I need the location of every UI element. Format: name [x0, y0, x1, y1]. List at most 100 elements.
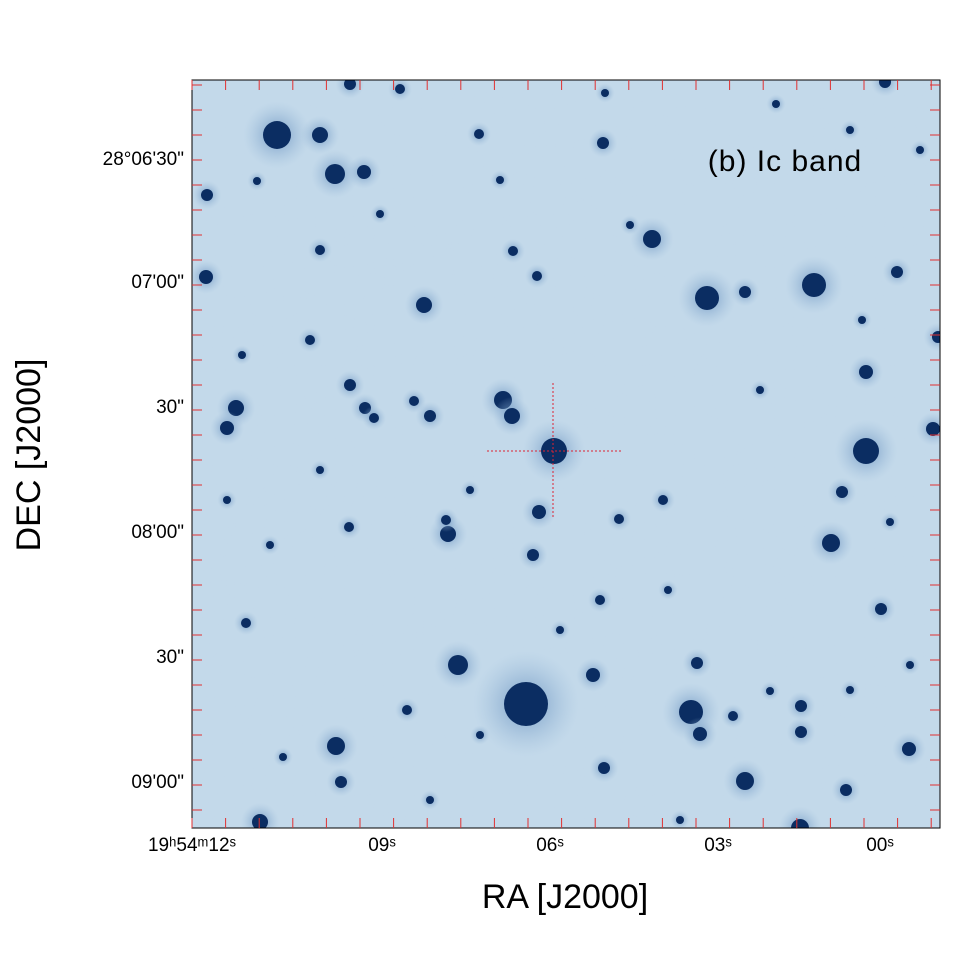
star: [658, 495, 668, 505]
star: [532, 505, 546, 519]
star: [736, 772, 754, 790]
star: [504, 408, 520, 424]
star: [201, 189, 213, 201]
star: [252, 814, 268, 828]
star-field: [192, 80, 940, 828]
star: [416, 297, 432, 313]
star: [409, 396, 419, 406]
star: [853, 438, 879, 464]
star: [402, 705, 412, 715]
star: [766, 687, 774, 695]
star: [772, 100, 780, 108]
star: [508, 246, 518, 256]
star: [266, 541, 274, 549]
star: [474, 129, 484, 139]
star: [886, 518, 894, 526]
star: [315, 245, 325, 255]
star: [695, 286, 719, 310]
star: [253, 177, 261, 185]
star: [859, 365, 873, 379]
y-tick-label: 07'00": [131, 272, 184, 293]
star: [335, 776, 347, 788]
y-tick-label: 28°06'30": [103, 149, 184, 170]
star: [344, 522, 354, 532]
star: [795, 726, 807, 738]
star: [238, 351, 246, 359]
star: [932, 331, 940, 343]
star: [220, 421, 234, 435]
star: [532, 271, 542, 281]
star: [541, 438, 567, 464]
x-tick-label: 03ˢ: [704, 835, 732, 856]
star: [556, 626, 564, 634]
star: [891, 266, 903, 278]
star: [496, 176, 504, 184]
star: [466, 486, 474, 494]
star: [395, 84, 405, 94]
star: [926, 422, 940, 436]
star: [626, 221, 634, 229]
star: [376, 210, 384, 218]
star: [728, 711, 738, 721]
star: [822, 534, 840, 552]
y-axis-label: DEC [J2000]: [10, 359, 48, 552]
star-halo: [923, 322, 940, 352]
star: [691, 657, 703, 669]
x-tick-label: 06ˢ: [536, 835, 564, 856]
star: [597, 137, 609, 149]
star: [476, 731, 484, 739]
star: [902, 742, 916, 756]
star: [527, 549, 539, 561]
star: [858, 316, 866, 324]
star: [906, 661, 914, 669]
star: [846, 126, 854, 134]
star: [369, 413, 379, 423]
star: [312, 127, 328, 143]
star: [504, 682, 548, 726]
star: [305, 335, 315, 345]
star: [676, 816, 684, 824]
x-axis-label: RA [J2000]: [482, 878, 648, 916]
star: [325, 164, 345, 184]
star: [344, 379, 356, 391]
y-tick-label: 30": [156, 397, 184, 418]
star: [916, 146, 924, 154]
star: [424, 410, 436, 422]
star: [693, 727, 707, 741]
star: [263, 121, 291, 149]
star: [223, 496, 231, 504]
star: [802, 273, 826, 297]
star: [739, 286, 751, 298]
y-tick-label: 09'00": [131, 772, 184, 793]
star: [241, 618, 251, 628]
star: [879, 80, 891, 88]
star: [643, 230, 661, 248]
star: [875, 603, 887, 615]
x-tick-label: 09ˢ: [368, 835, 396, 856]
y-tick-label: 08'00": [131, 522, 184, 543]
star: [791, 819, 809, 828]
x-tick-label: 19ʰ54ᵐ12ˢ: [148, 835, 237, 856]
star: [836, 486, 848, 498]
star-halo: [870, 80, 900, 97]
star: [846, 686, 854, 694]
star: [840, 784, 852, 796]
band-annotation: (b) Ic band: [708, 145, 862, 178]
star: [441, 515, 451, 525]
star: [426, 796, 434, 804]
star: [595, 595, 605, 605]
star: [664, 586, 672, 594]
star: [756, 386, 764, 394]
star-halo: [778, 806, 822, 828]
plot-frame: [191, 79, 941, 829]
star: [344, 80, 356, 90]
y-tick-label: 30": [156, 647, 184, 668]
star: [448, 655, 468, 675]
star: [199, 270, 213, 284]
star: [601, 89, 609, 97]
star: [598, 762, 610, 774]
star: [316, 466, 324, 474]
star: [357, 165, 371, 179]
x-tick-label: 00ˢ: [866, 835, 894, 856]
